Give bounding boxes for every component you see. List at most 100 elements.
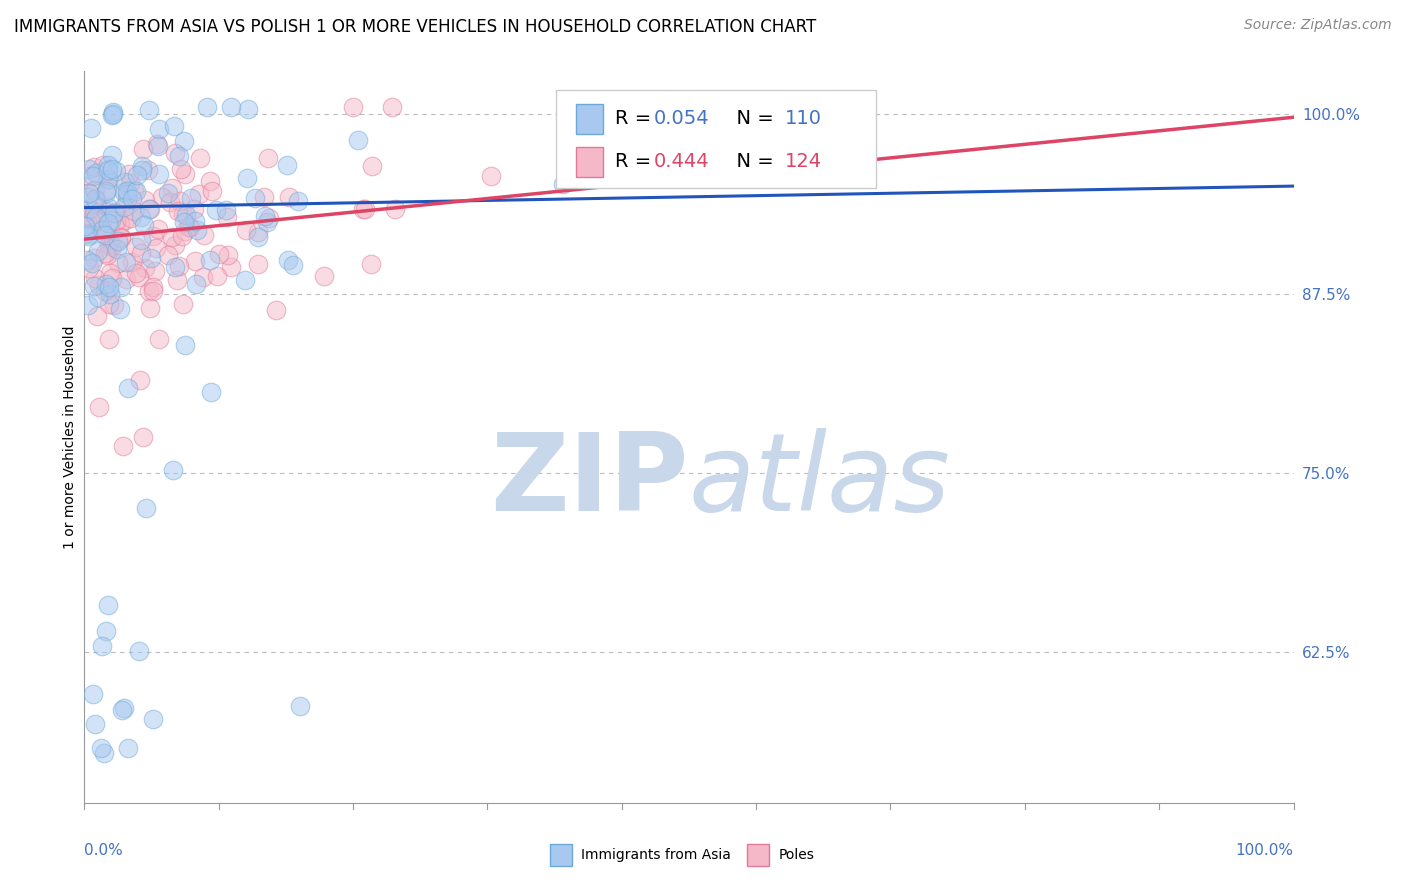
Point bbox=[150, 189, 173, 203]
Point bbox=[77, 260, 100, 275]
FancyBboxPatch shape bbox=[747, 845, 769, 866]
Point bbox=[91, 158, 114, 172]
Point bbox=[217, 211, 239, 225]
Point bbox=[107, 256, 129, 270]
Point bbox=[156, 248, 179, 262]
Point bbox=[148, 332, 170, 346]
Point bbox=[141, 228, 163, 243]
Point bbox=[100, 108, 122, 122]
Point bbox=[131, 163, 153, 178]
Point bbox=[83, 278, 105, 293]
Point bbox=[384, 202, 406, 217]
Point bbox=[142, 284, 165, 298]
Point bbox=[115, 272, 138, 286]
Point bbox=[97, 297, 120, 311]
Point bbox=[246, 225, 269, 239]
Point bbox=[117, 741, 139, 756]
Text: 124: 124 bbox=[785, 153, 821, 171]
Y-axis label: 1 or more Vehicles in Household: 1 or more Vehicles in Household bbox=[63, 326, 77, 549]
Point bbox=[84, 183, 107, 197]
Point bbox=[200, 184, 222, 198]
Text: N =: N = bbox=[724, 153, 780, 171]
Point bbox=[142, 280, 165, 294]
Point bbox=[186, 223, 208, 237]
Point bbox=[86, 194, 108, 208]
Point bbox=[114, 254, 136, 268]
Point bbox=[97, 162, 120, 177]
Point bbox=[111, 703, 134, 717]
Point bbox=[107, 234, 129, 248]
Point bbox=[162, 463, 184, 477]
Point bbox=[108, 217, 131, 231]
Point bbox=[125, 266, 148, 280]
Point bbox=[89, 219, 111, 234]
Text: Immigrants from Asia: Immigrants from Asia bbox=[581, 848, 731, 863]
Point bbox=[167, 149, 190, 163]
Point bbox=[96, 277, 118, 291]
Point bbox=[132, 142, 155, 156]
Point bbox=[165, 237, 187, 252]
Point bbox=[347, 133, 370, 147]
Point bbox=[243, 191, 266, 205]
Point bbox=[104, 164, 127, 178]
Point bbox=[184, 214, 207, 228]
Point bbox=[236, 102, 259, 116]
Point bbox=[170, 161, 193, 176]
Text: 0.054: 0.054 bbox=[654, 110, 710, 128]
Text: Poles: Poles bbox=[779, 848, 814, 863]
Point bbox=[76, 252, 98, 267]
Point bbox=[281, 258, 304, 272]
Point bbox=[257, 151, 280, 165]
Point bbox=[141, 713, 163, 727]
Point bbox=[139, 301, 162, 315]
FancyBboxPatch shape bbox=[550, 845, 572, 866]
Point bbox=[77, 227, 100, 241]
Point bbox=[96, 215, 118, 229]
Point bbox=[253, 209, 276, 223]
Point bbox=[80, 120, 103, 135]
Point bbox=[96, 181, 118, 195]
Point bbox=[277, 252, 299, 267]
Point bbox=[173, 167, 195, 181]
Point bbox=[172, 229, 194, 244]
Point bbox=[90, 740, 112, 755]
Point bbox=[77, 202, 100, 216]
Point bbox=[129, 245, 152, 260]
Point bbox=[120, 211, 142, 225]
Point bbox=[122, 203, 145, 218]
Point bbox=[342, 100, 364, 114]
Point bbox=[131, 160, 153, 174]
Point bbox=[110, 230, 132, 244]
Point bbox=[82, 169, 104, 183]
Point bbox=[86, 309, 108, 323]
Point bbox=[551, 177, 574, 191]
Point bbox=[360, 256, 382, 270]
Point bbox=[360, 159, 382, 173]
Point bbox=[132, 430, 155, 444]
Point bbox=[80, 213, 103, 227]
Point bbox=[184, 254, 207, 268]
Point bbox=[96, 205, 118, 219]
Point bbox=[312, 268, 335, 283]
Text: atlas: atlas bbox=[689, 428, 950, 533]
Point bbox=[93, 226, 115, 240]
Point bbox=[80, 256, 103, 270]
Point bbox=[276, 158, 298, 172]
Point bbox=[121, 255, 143, 269]
Point bbox=[128, 644, 150, 658]
Point bbox=[104, 214, 127, 228]
Point bbox=[101, 240, 124, 254]
Point bbox=[98, 287, 121, 301]
Point bbox=[188, 187, 211, 202]
Point bbox=[82, 687, 104, 701]
Point bbox=[87, 244, 110, 259]
Text: 0.0%: 0.0% bbox=[84, 843, 124, 858]
Point bbox=[83, 192, 105, 206]
Point bbox=[148, 121, 170, 136]
Point bbox=[125, 168, 148, 182]
Point bbox=[94, 186, 117, 200]
FancyBboxPatch shape bbox=[555, 90, 876, 188]
Point bbox=[353, 202, 375, 216]
Point bbox=[79, 202, 101, 216]
Point bbox=[77, 169, 100, 183]
